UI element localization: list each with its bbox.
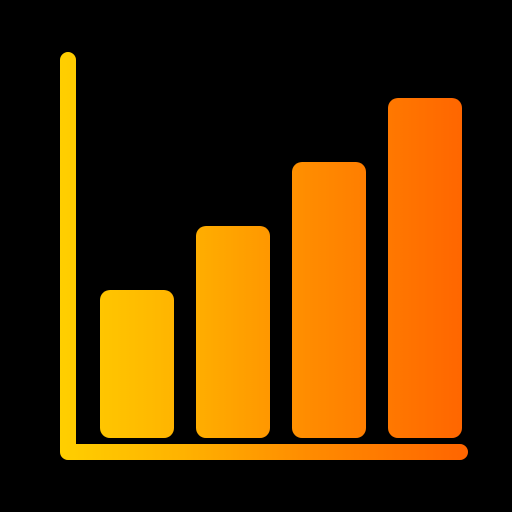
bar-chart-icon	[0, 0, 512, 512]
bar-chart-svg	[0, 0, 512, 512]
bar-chart-fill	[0, 0, 512, 512]
